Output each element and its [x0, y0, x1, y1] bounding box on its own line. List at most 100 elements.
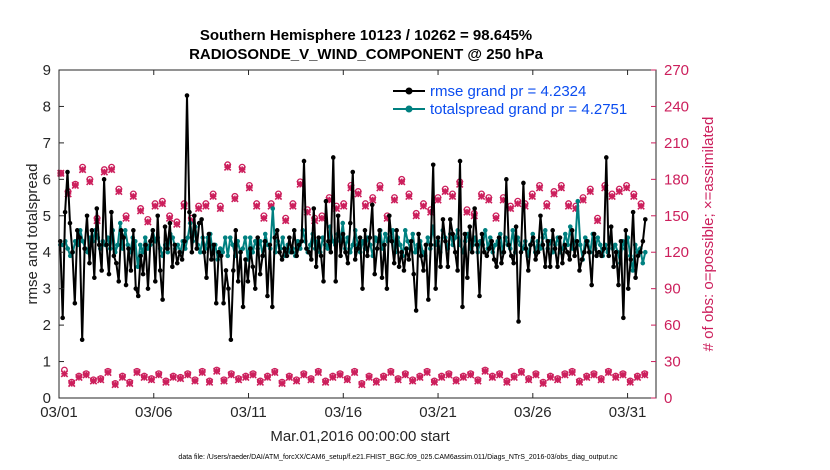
- point-rmse: [348, 220, 353, 226]
- obs-assimilated-marker: [260, 214, 268, 222]
- point-totalspread: [217, 246, 223, 251]
- point-rmse: [160, 297, 165, 302]
- obs-assimilated-marker: [397, 177, 406, 186]
- point-rmse: [418, 253, 424, 259]
- obs-assimilated-marker: [379, 373, 388, 382]
- obs-assimilated-marker: [626, 378, 634, 386]
- point-rmse: [289, 249, 295, 255]
- y-tick-label: 1: [43, 354, 51, 371]
- point-totalspread: [262, 231, 268, 237]
- y-axis-right: 0 30 60 90 120 150 180 210 240 270: [651, 62, 689, 407]
- x-tick-label: 03/31: [609, 404, 647, 421]
- obs-assimilated-marker: [394, 376, 402, 384]
- point-totalspread: [597, 242, 603, 248]
- obs-assimilated-marker: [484, 196, 493, 204]
- point-rmse: [194, 246, 200, 251]
- point-rmse: [311, 206, 317, 211]
- obs-assimilated-marker: [107, 165, 116, 174]
- point-rmse: [94, 206, 100, 211]
- point-rmse: [535, 249, 541, 255]
- point-rmse: [340, 231, 346, 237]
- point-rmse: [257, 271, 263, 277]
- point-rmse: [523, 246, 529, 251]
- point-rmse: [187, 209, 192, 215]
- obs-assimilated-marker: [390, 196, 399, 204]
- obs-assimilated-marker: [96, 376, 105, 384]
- point-rmse: [460, 304, 465, 310]
- point-rmse: [501, 249, 507, 255]
- obs-assimilated-marker: [543, 202, 551, 210]
- point-rmse: [638, 249, 643, 255]
- point-rmse: [533, 257, 538, 262]
- point-rmse: [489, 238, 495, 244]
- point-rmse: [538, 213, 543, 219]
- obs-assimilated-marker: [176, 374, 185, 383]
- y-tick-label: 3: [43, 281, 51, 298]
- point-rmse: [287, 235, 292, 240]
- point-rmse: [335, 213, 341, 219]
- obs-assimilated-marker: [575, 378, 584, 386]
- point-rmse: [321, 279, 326, 284]
- point-rmse: [374, 246, 380, 251]
- point-rmse: [406, 257, 412, 262]
- point-rmse: [274, 228, 280, 233]
- point-totalspread: [410, 231, 416, 237]
- point-totalspread: [240, 246, 246, 251]
- point-rmse: [504, 177, 509, 182]
- x-tick-label: 03/01: [40, 404, 78, 421]
- point-rmse: [484, 253, 490, 259]
- point-totalspread: [65, 246, 71, 251]
- obs-assimilated-marker: [430, 378, 439, 386]
- point-rmse: [452, 249, 458, 255]
- point-rmse: [116, 279, 122, 284]
- obs-assimilated-marker: [86, 177, 94, 186]
- point-rmse: [555, 264, 560, 270]
- point-totalspread: [405, 238, 411, 244]
- point-rmse: [245, 279, 251, 284]
- point-rmse: [113, 260, 119, 266]
- obs-assimilated-marker: [318, 214, 326, 222]
- point-rmse: [248, 246, 253, 251]
- obs-assimilated-marker: [630, 192, 638, 201]
- point-rmse: [165, 246, 170, 251]
- point-totalspread: [117, 220, 123, 226]
- obs-assimilated-marker: [154, 371, 163, 379]
- x-axis: 03/01 03/06 03/11 03/16 03/21 03/26 03/31: [40, 70, 646, 421]
- obs-assimilated-marker: [336, 371, 344, 379]
- point-rmse: [550, 228, 555, 233]
- point-rmse: [255, 235, 260, 240]
- point-rmse: [104, 242, 109, 248]
- point-totalspread: [137, 242, 143, 248]
- point-rmse: [133, 286, 139, 291]
- point-totalspread: [497, 231, 503, 237]
- point-rmse: [426, 297, 431, 302]
- point-totalspread: [425, 235, 431, 240]
- point-rmse: [421, 268, 426, 273]
- point-rmse: [369, 202, 375, 208]
- obs-assimilated-marker: [78, 165, 87, 174]
- point-rmse: [601, 246, 607, 251]
- obs-assimilated-marker: [633, 373, 642, 382]
- obs-assimilated-marker: [510, 373, 518, 382]
- obs-assimilated-marker: [263, 373, 272, 382]
- point-rmse: [567, 257, 573, 262]
- point-rmse: [240, 304, 246, 310]
- point-rmse: [126, 246, 131, 251]
- point-rmse: [152, 279, 158, 284]
- obs-assimilated-marker: [300, 371, 308, 379]
- obs-assimilated-marker: [278, 379, 286, 388]
- point-rmse: [408, 238, 414, 244]
- obs-assimilated-marker: [535, 184, 544, 192]
- point-rmse: [89, 228, 95, 233]
- point-rmse: [582, 249, 587, 255]
- point-rmse: [316, 235, 321, 240]
- point-rmse: [623, 228, 629, 233]
- point-rmse: [96, 242, 102, 248]
- point-rmse: [304, 246, 309, 251]
- point-rmse: [435, 235, 441, 240]
- point-rmse: [177, 249, 182, 255]
- y-tick-label: 9: [43, 62, 51, 79]
- point-rmse: [389, 238, 395, 244]
- plot-frame: [58, 69, 657, 399]
- obs-assimilated-marker: [216, 204, 225, 213]
